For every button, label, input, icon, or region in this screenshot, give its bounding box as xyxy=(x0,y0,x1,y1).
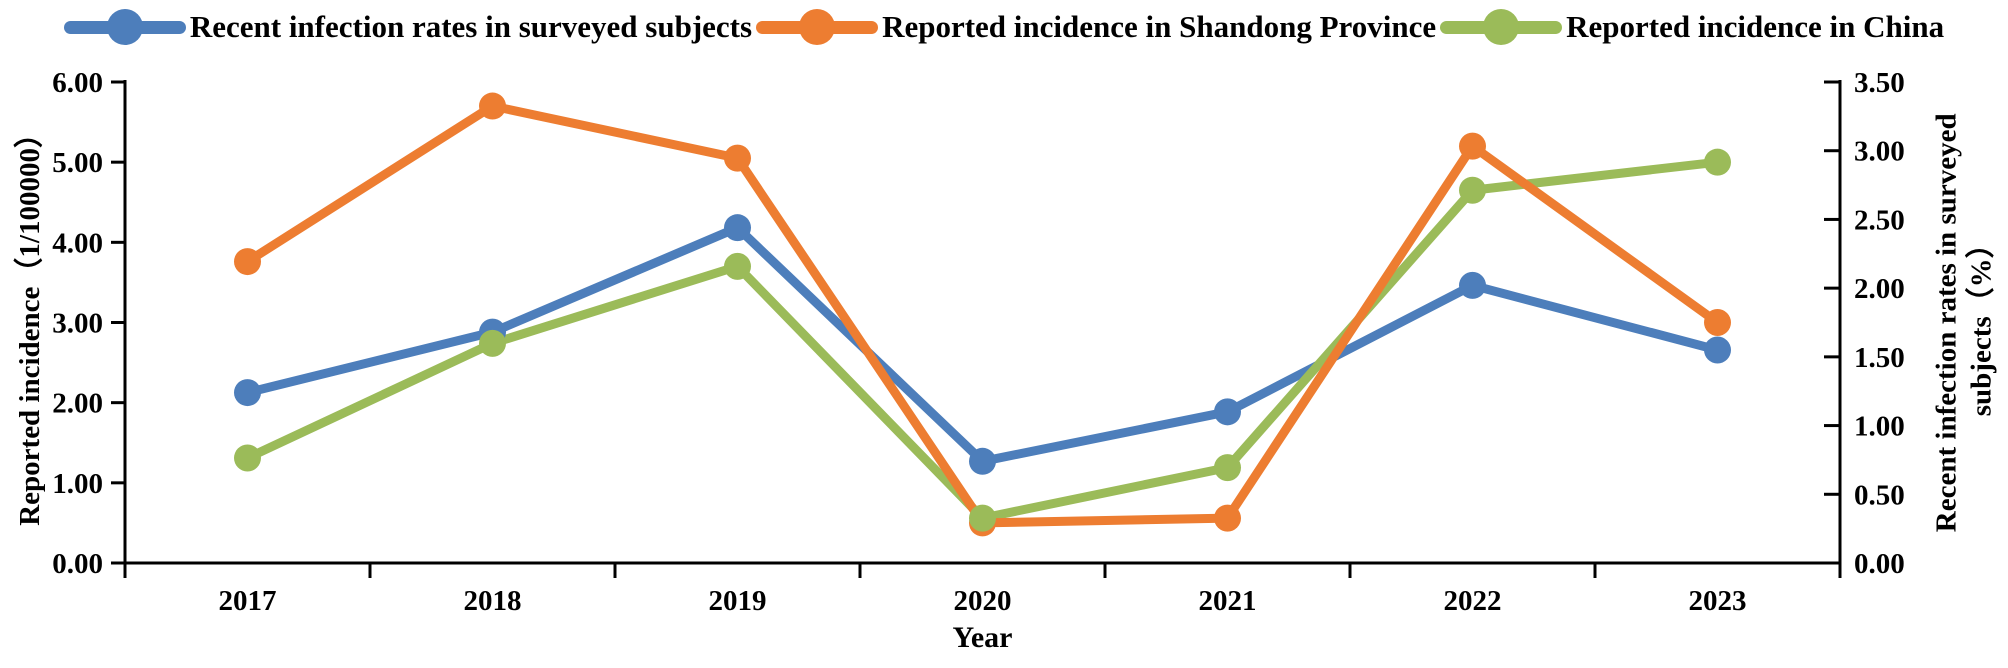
x-tick-label: 2021 xyxy=(1199,585,1257,617)
x-tick-label: 2018 xyxy=(464,585,522,617)
right-tick-label: 2.50 xyxy=(1854,204,1905,236)
data-point xyxy=(724,144,751,172)
right-tick-label: 0.50 xyxy=(1854,479,1905,511)
x-tick-label: 2020 xyxy=(954,585,1012,617)
legend-label: Reported incidence in Shandong Province xyxy=(882,9,1437,44)
right-axis-title-line2: subjects（%） xyxy=(1965,229,1997,416)
legend-label: Reported incidence in China xyxy=(1566,9,1945,44)
x-tick-label: 2019 xyxy=(709,585,767,617)
data-point xyxy=(234,379,261,407)
left-axis: 6.00 5.00 4.00 3.00 2.00 1.00 0.00 xyxy=(52,67,127,580)
data-point xyxy=(724,214,751,242)
data-point xyxy=(234,444,261,472)
right-tick-label: 3.50 xyxy=(1854,67,1905,99)
data-point xyxy=(1704,148,1731,176)
data-point xyxy=(1459,132,1486,160)
data-point xyxy=(479,329,506,357)
left-tick-label: 0.00 xyxy=(52,548,103,580)
right-tick-label: 2.00 xyxy=(1854,273,1905,305)
data-point xyxy=(1459,271,1486,299)
series-markers-reported-incidence-in-china xyxy=(234,148,1731,532)
left-tick-label: 3.00 xyxy=(52,308,103,340)
series-markers-recent-infection-rates-in-surveyed-subjects xyxy=(234,214,1731,475)
data-point xyxy=(1459,176,1486,204)
data-point xyxy=(1214,454,1241,482)
chart-legend: Recent infection rates in surveyed subje… xyxy=(0,0,2008,54)
legend-label: Recent infection rates in surveyed subje… xyxy=(189,9,753,44)
data-point xyxy=(479,92,506,120)
x-tick-label: 2023 xyxy=(1689,585,1747,617)
data-point xyxy=(234,248,261,276)
right-tick-label: 0.00 xyxy=(1854,548,1905,580)
legend-item-surveyed-rates: Recent infection rates in surveyed subje… xyxy=(63,8,753,46)
data-point xyxy=(1214,504,1241,532)
x-tick-label: 2017 xyxy=(219,585,277,617)
right-tick-label: 1.00 xyxy=(1854,411,1905,443)
data-point xyxy=(1704,336,1731,364)
left-tick-label: 4.00 xyxy=(52,227,103,259)
left-tick-label: 1.00 xyxy=(52,468,103,500)
legend-line-marker-icon xyxy=(756,8,879,46)
legend-item-shandong-incidence: Reported incidence in Shandong Province xyxy=(756,8,1436,46)
x-axis: 2017 2018 2019 2020 2021 2022 2023 xyxy=(123,561,1842,617)
left-tick-label: 5.00 xyxy=(52,147,103,179)
left-axis-title: Reported incidence（1/100000） xyxy=(13,119,46,526)
data-point xyxy=(969,504,996,532)
left-tick-label: 2.00 xyxy=(52,388,103,420)
right-tick-label: 1.50 xyxy=(1854,342,1905,374)
right-tick-label: 3.00 xyxy=(1854,136,1905,168)
right-axis: 3.50 3.00 2.50 2.00 1.50 1.00 0.50 0.00 xyxy=(1824,67,1905,580)
series-line-recent-infection-rates-in-surveyed-subjects xyxy=(243,223,1722,466)
x-tick-label: 2022 xyxy=(1444,585,1502,617)
legend-line-marker-icon xyxy=(1440,8,1563,46)
data-point xyxy=(969,447,996,475)
legend-item-china-incidence: Reported incidence in China xyxy=(1440,8,1944,46)
legend-line-marker-icon xyxy=(63,8,186,46)
x-axis-title: Year xyxy=(952,621,1013,654)
data-point xyxy=(1704,309,1731,336)
left-tick-label: 6.00 xyxy=(52,67,103,99)
data-point xyxy=(724,252,751,280)
right-axis-title: Recent infection rates in surveyed subje… xyxy=(1922,82,2006,563)
right-axis-title-line1: Recent infection rates in surveyed xyxy=(1930,113,1963,532)
data-point xyxy=(1214,398,1241,426)
